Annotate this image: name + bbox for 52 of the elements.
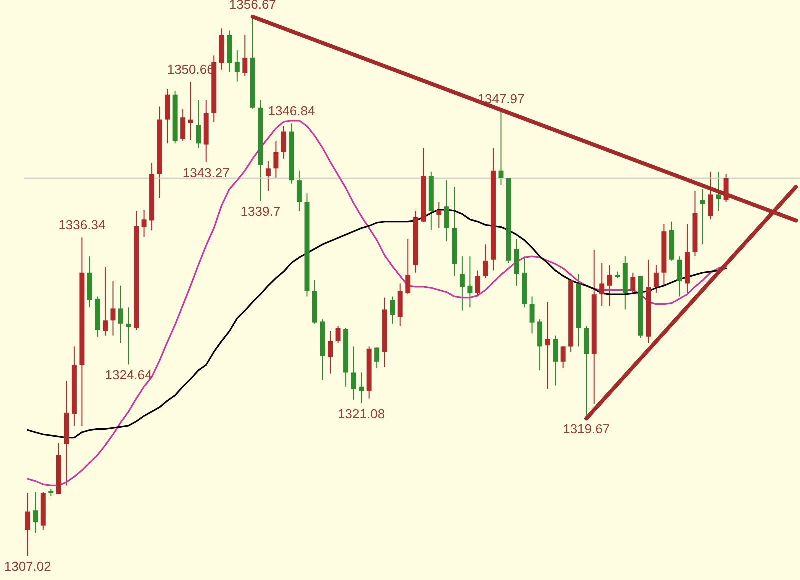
candlestick [359,372,364,404]
candlestick [328,331,334,374]
annotation: 1356.67 [229,0,276,12]
annotation: 1343.27 [182,165,230,180]
candlestick [460,256,465,312]
candlestick [708,171,714,220]
candlestick [242,34,248,77]
candlestick [180,108,186,142]
candlestick [196,100,202,149]
candlestick [33,492,38,534]
annotation: 1321.08 [338,406,386,422]
candlestick [266,160,271,192]
candlestick [545,302,550,390]
candlestick [498,110,504,186]
annotation: 1339.7 [240,204,281,220]
candlestick [600,262,605,308]
candlestick [677,256,682,298]
candlestick [444,180,450,242]
candlestick [296,170,302,212]
candlestick [700,188,706,246]
candlestick [336,326,341,344]
candlestick [390,296,396,324]
candlestick [351,346,356,400]
candlestick [118,285,124,344]
candlestick [607,264,612,308]
candlestick [630,272,636,294]
candlestick [102,266,108,336]
candlestick [274,141,279,179]
candlestick [716,171,722,212]
annotation: 1307.02 [4,559,52,574]
candlestick [530,296,535,334]
candlestick [553,335,558,386]
candlestick [188,82,194,141]
candlestick [468,256,473,308]
candlestick [126,307,132,366]
annotation: 1346.84 [268,104,316,119]
candlestick [654,264,659,294]
candlestick [374,347,380,369]
candlestick [560,346,566,369]
annotation: 1319.67 [563,422,610,437]
candlestick [25,492,30,556]
candlestick [110,281,116,336]
candlestick [234,50,240,82]
candlestick [281,126,286,160]
candlestick [483,244,488,279]
annotation: 1336.34 [58,218,106,233]
candlestick [724,174,729,203]
candlestick [142,209,147,238]
annotation: 1324.64 [105,368,152,383]
candlestick [406,238,411,296]
candlestick [475,270,480,298]
candlestick [436,202,442,229]
